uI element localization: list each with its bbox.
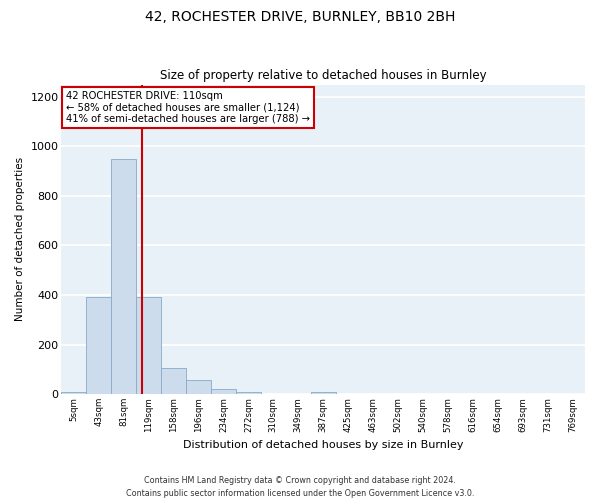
Bar [311, 392, 335, 394]
Bar [186, 380, 211, 394]
Text: 42, ROCHESTER DRIVE, BURNLEY, BB10 2BH: 42, ROCHESTER DRIVE, BURNLEY, BB10 2BH [145, 10, 455, 24]
Bar [136, 298, 161, 394]
Bar [86, 298, 112, 394]
Bar [236, 392, 261, 394]
Bar [211, 388, 236, 394]
Title: Size of property relative to detached houses in Burnley: Size of property relative to detached ho… [160, 69, 487, 82]
Text: 42 ROCHESTER DRIVE: 110sqm
← 58% of detached houses are smaller (1,124)
41% of s: 42 ROCHESTER DRIVE: 110sqm ← 58% of deta… [67, 90, 310, 124]
Bar [161, 368, 186, 394]
Bar [112, 159, 136, 394]
Bar [61, 392, 86, 394]
Text: Contains HM Land Registry data © Crown copyright and database right 2024.
Contai: Contains HM Land Registry data © Crown c… [126, 476, 474, 498]
Y-axis label: Number of detached properties: Number of detached properties [15, 157, 25, 322]
X-axis label: Distribution of detached houses by size in Burnley: Distribution of detached houses by size … [183, 440, 463, 450]
